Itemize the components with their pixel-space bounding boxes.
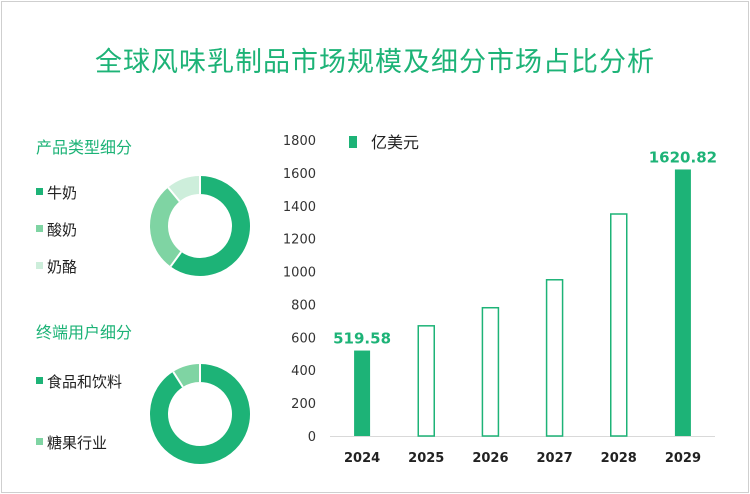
user-donut-slice <box>150 364 250 464</box>
legend-label: 牛奶 <box>47 184 78 202</box>
y-tick-label: 1600 <box>283 167 316 182</box>
product-donut-separator <box>167 186 181 202</box>
legend-label: 酸奶 <box>47 221 78 239</box>
legend-item-milk: 牛奶 <box>36 182 77 203</box>
legend-swatch <box>36 377 43 384</box>
legend-swatch <box>36 225 43 232</box>
data-label-2029: 1620.82 <box>649 148 717 166</box>
page-title: 全球风味乳制品市场规模及细分市场占比分析 <box>95 47 655 78</box>
bar-2025 <box>417 325 435 437</box>
y-tick-label: 200 <box>291 397 316 412</box>
y-tick-label: 0 <box>308 430 316 445</box>
x-tick-label: 2025 <box>408 451 444 466</box>
legend-swatch <box>36 438 43 445</box>
y-tick-label: 1200 <box>283 233 316 248</box>
y-tick-label: 1800 <box>283 134 316 149</box>
legend-swatch <box>36 188 43 195</box>
bar-2028 <box>610 213 628 437</box>
legend-item-cheese: 奶酪 <box>36 256 77 277</box>
user-donut-chart <box>150 364 250 464</box>
product-section-title: 产品类型细分 <box>36 138 133 157</box>
y-tick-label: 400 <box>291 364 316 379</box>
product-donut-slice <box>150 187 182 267</box>
x-tick-label: 2024 <box>344 451 380 466</box>
legend-label: 糖果行业 <box>47 434 108 452</box>
legend-item-food-beverage: 食品和饮料 <box>36 371 122 392</box>
bar-2029 <box>674 169 691 436</box>
legend-item-confectionery: 糖果行业 <box>36 432 107 453</box>
legend-swatch <box>349 136 357 148</box>
y-tick-label: 1400 <box>283 200 316 215</box>
legend-item-yogurt: 酸奶 <box>36 219 77 240</box>
user-donut-separator <box>172 371 184 388</box>
user-section-title: 终端用户细分 <box>36 323 133 342</box>
product-donut-chart <box>150 176 250 276</box>
product-donut-slice <box>170 176 250 276</box>
legend-label: 亿美元 <box>371 133 419 152</box>
x-tick-label: 2028 <box>601 451 637 466</box>
legend-label: 食品和饮料 <box>47 373 123 391</box>
bar-2026 <box>481 306 500 437</box>
x-tick-label: 2027 <box>536 451 572 466</box>
bar-2024 <box>354 350 371 436</box>
y-tick-label: 1000 <box>283 266 316 281</box>
product-donut-separator <box>169 251 182 268</box>
legend-label: 奶酪 <box>47 258 78 276</box>
legend-swatch <box>36 262 43 269</box>
y-tick-label: 800 <box>291 298 316 313</box>
data-label-2024: 519.58 <box>333 330 391 348</box>
y-tick-label: 600 <box>291 331 316 346</box>
product-donut-slice <box>168 176 201 202</box>
x-tick-label: 2026 <box>472 451 508 466</box>
x-tick-label: 2029 <box>665 451 701 466</box>
bar-2027 <box>545 279 564 437</box>
